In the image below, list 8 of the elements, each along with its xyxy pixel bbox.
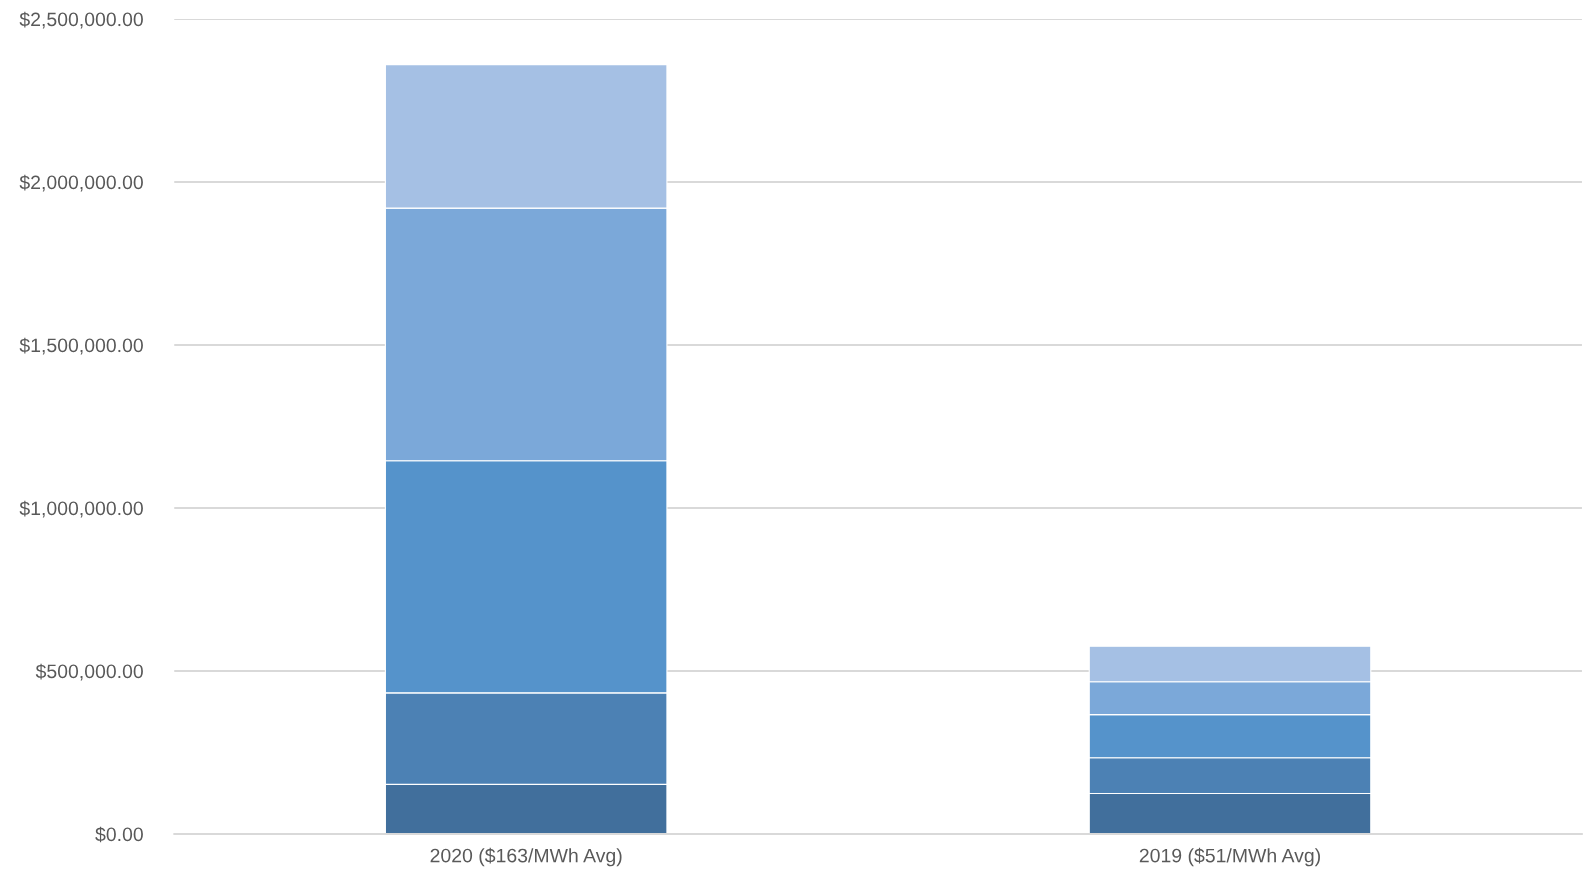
- x-tick-label: 2020 ($163/MWh Avg): [430, 847, 622, 867]
- y-tick-label: $2,000,000.00: [19, 174, 143, 192]
- x-tick-label: 2019 ($51/MWh Avg): [1139, 847, 1320, 867]
- y-tick-label: $1,000,000.00: [19, 500, 143, 518]
- y-tick-label: $1,500,000.00: [19, 337, 143, 355]
- y-tick-label: $2,500,000.00: [19, 11, 143, 29]
- y-tick-label: $500,000.00: [35, 663, 143, 681]
- y-tick-label: $0.00: [95, 826, 143, 843]
